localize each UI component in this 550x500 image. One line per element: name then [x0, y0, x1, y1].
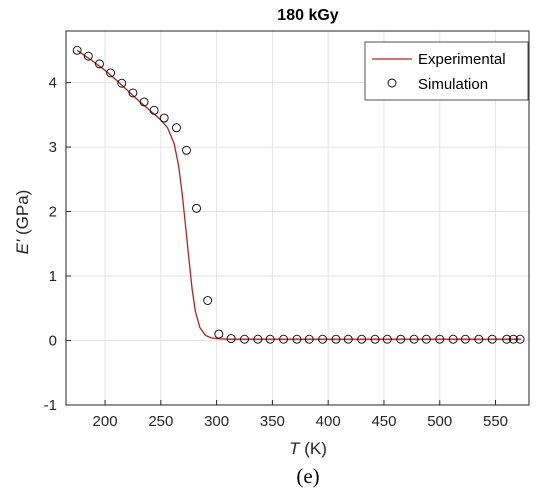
y-tick-label: -1	[44, 397, 57, 414]
simulation-point	[265, 334, 275, 344]
simulation-point	[117, 78, 127, 88]
x-tick-label: 300	[204, 413, 229, 430]
simulation-point	[172, 123, 181, 133]
simulation-point	[203, 296, 213, 305]
y-tick-label: 2	[49, 204, 57, 221]
simulation-point	[382, 334, 392, 344]
x-tick-label: 350	[260, 413, 285, 430]
x-tick-label: 550	[483, 413, 508, 430]
simulation-point	[149, 105, 159, 115]
legend: Experimental Simulation	[364, 41, 529, 101]
x-tick-label: 200	[93, 413, 118, 430]
chart-title: 180 kGy	[277, 7, 338, 24]
simulation-point	[370, 334, 380, 344]
y-tick-label: 4	[49, 75, 57, 92]
y-tick-label: 3	[49, 139, 57, 156]
simulation-point	[448, 334, 458, 344]
simulation-point	[409, 334, 419, 344]
x-axis-title: T (K)	[289, 439, 327, 458]
legend-label-experimental: Experimental	[418, 51, 506, 68]
simulation-point	[182, 145, 191, 155]
y-axis-unit: (GPa)	[13, 190, 32, 240]
simulation-point	[72, 45, 82, 55]
simulation-point	[487, 334, 497, 344]
x-tick-label: 400	[316, 413, 341, 430]
legend-box	[364, 41, 529, 101]
simulation-point	[279, 334, 289, 344]
simulation-point	[159, 113, 169, 123]
simulation-point	[226, 334, 236, 344]
series	[72, 45, 525, 344]
panel-label: (e)	[296, 464, 319, 488]
simulation-point	[331, 334, 341, 344]
simulation-point	[139, 97, 149, 107]
simulation-point	[83, 51, 93, 61]
simulation-point	[474, 334, 484, 344]
y-axis-title: E' (GPa)	[13, 190, 32, 255]
simulation-point	[192, 203, 201, 213]
x-axis-variable: T	[289, 439, 301, 458]
simulation-point	[214, 329, 224, 339]
y-tick-label: 1	[49, 268, 57, 285]
ticks: 200 250 300 350 400 450 500 550 -1 0 1 2 3 4	[44, 75, 508, 430]
simulation-point	[515, 334, 525, 344]
simulation-point	[106, 68, 116, 78]
simulation-point	[128, 88, 138, 98]
simulation-point	[304, 334, 314, 344]
simulation-point	[343, 334, 353, 344]
simulation-point	[421, 334, 431, 344]
y-tick-label: 0	[49, 333, 57, 350]
simulation-point	[357, 334, 367, 344]
simulation-point	[292, 334, 302, 344]
y-axis-variable: E'	[13, 239, 32, 254]
simulation-point	[508, 334, 518, 344]
simulation-point	[318, 334, 328, 344]
simulation-point	[502, 334, 512, 344]
x-tick-label: 450	[371, 413, 396, 430]
x-tick-label: 250	[148, 413, 173, 430]
plot-area	[65, 30, 530, 406]
simulation-point	[396, 334, 406, 344]
simulation-point	[253, 334, 263, 344]
legend-label-simulation: Simulation	[418, 76, 488, 93]
simulation-point	[95, 59, 104, 69]
simulation-point	[240, 334, 249, 344]
x-tick-label: 500	[427, 413, 452, 430]
x-axis-unit: (K)	[300, 439, 327, 458]
simulation-point	[460, 334, 470, 344]
simulation-point	[435, 334, 445, 344]
legend-marker-swatch	[387, 78, 397, 88]
